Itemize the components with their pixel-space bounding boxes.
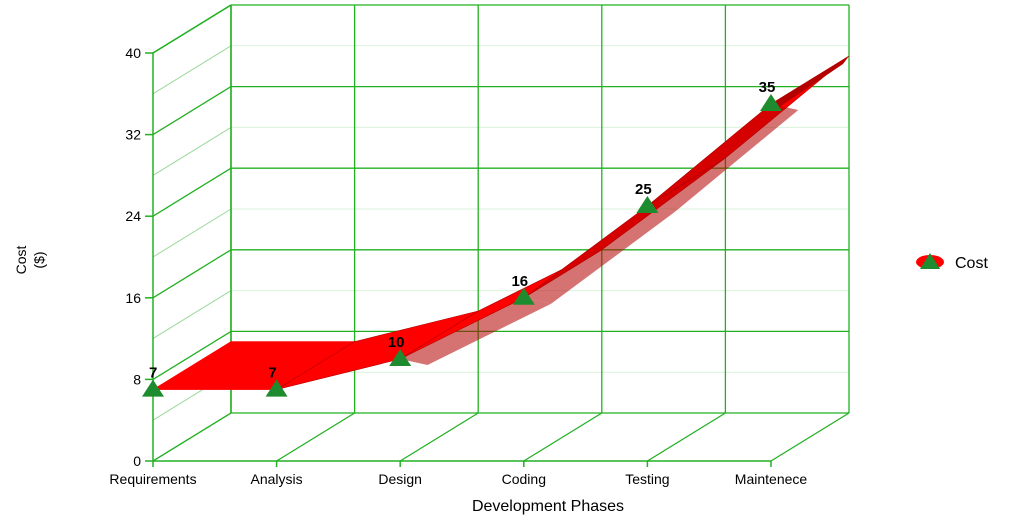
legend: Cost [916,253,988,272]
data-labels: 7 7 10 16 25 35 [149,79,775,382]
legend-marker-icon [920,253,940,269]
y-tick-label: 8 [133,371,141,387]
side-minor-gridline [152,208,232,258]
data-label: 35 [759,79,776,96]
floor-gridline [399,412,479,462]
x-tick-label: Maintenece [735,471,808,487]
side-wall-top [152,4,232,54]
side-minor-gridline [152,290,232,340]
grid [152,4,850,462]
floor-gridline [523,412,603,462]
data-label: 7 [268,365,276,382]
data-point-marker [142,379,164,397]
side-gridline [152,86,232,136]
side-gridline [152,249,232,299]
data-point-marker [760,94,782,111]
data-point-marker [389,349,412,366]
y-tick-label: 32 [125,127,141,143]
floor-gridline [647,412,726,462]
y-axis-title-line-1: Cost [13,246,29,275]
ribbon-underside [400,297,552,365]
data-label: 25 [635,181,652,198]
ribbon-end-cap [771,56,849,110]
y-tick-label: 24 [125,208,141,224]
side-minor-gridline [152,126,232,176]
data-label: 10 [388,334,405,351]
legend-label-cost: Cost [955,255,988,272]
floor-gridline [276,412,355,462]
side-minor-gridline [152,45,232,95]
series-cost [142,55,850,397]
x-tick-label: Requirements [109,471,196,487]
side-gridline [152,167,232,217]
data-point-marker [636,196,659,213]
x-tick-label: Testing [625,471,669,487]
floor-gridline [770,412,850,462]
y-axis-title-line-2: ($) [31,251,47,268]
x-tick-label: Design [378,471,422,487]
axes: 0 8 16 24 32 40 Requirements Analysis Design Codi… [109,45,807,487]
x-tick-label: Coding [502,471,546,487]
x-tick-label: Analysis [251,471,303,487]
floor-gridline [152,412,232,462]
data-point-marker [512,287,535,305]
y-tick-label: 40 [125,45,141,61]
y-tick-label: 16 [125,290,141,306]
ribbon-underside [647,104,799,212]
data-label: 16 [511,273,528,290]
side-gridline [152,330,232,380]
data-label: 7 [149,365,157,382]
data-point-marker [265,379,288,397]
x-axis-title: Development Phases [472,498,624,515]
y-tick-label: 0 [133,453,141,469]
ribbon-underside [523,206,675,304]
